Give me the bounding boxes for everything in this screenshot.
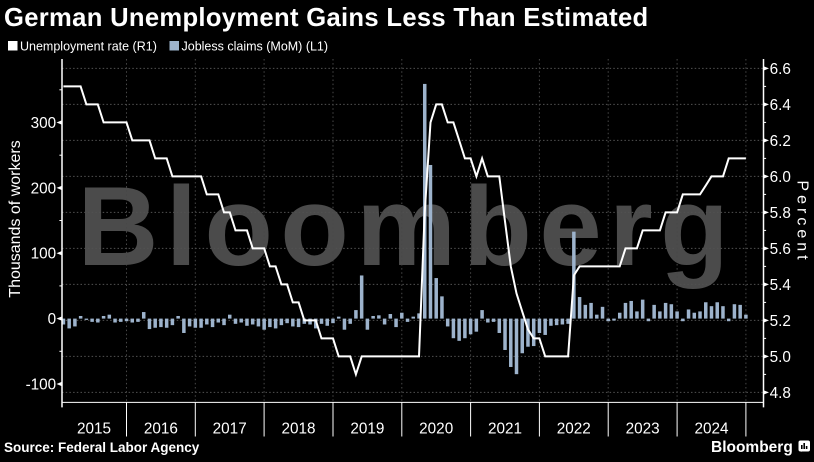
- svg-text:5.8: 5.8: [770, 205, 791, 222]
- svg-text:6.4: 6.4: [770, 97, 792, 114]
- svg-text:-100: -100: [26, 376, 57, 393]
- svg-text:Jobless claims (MoM) (L1): Jobless claims (MoM) (L1): [182, 40, 329, 54]
- svg-text:Bloomberg: Bloomberg: [78, 164, 737, 289]
- svg-text:100: 100: [31, 246, 57, 263]
- svg-text:6.0: 6.0: [770, 169, 791, 186]
- svg-text:Bloomberg: Bloomberg: [711, 439, 793, 456]
- svg-text:5.2: 5.2: [770, 313, 791, 330]
- svg-text:6.6: 6.6: [770, 61, 791, 78]
- svg-text:2020: 2020: [419, 421, 453, 438]
- svg-text:200: 200: [31, 180, 57, 197]
- svg-text:2017: 2017: [213, 421, 247, 438]
- svg-text:6.2: 6.2: [770, 133, 791, 150]
- svg-text:2015: 2015: [77, 421, 111, 438]
- svg-text:2022: 2022: [557, 421, 591, 438]
- svg-text:5.4: 5.4: [770, 277, 792, 294]
- svg-text:Percent: Percent: [794, 180, 811, 263]
- svg-text:Thousands of workers: Thousands of workers: [7, 140, 24, 297]
- svg-text:2023: 2023: [626, 421, 660, 438]
- svg-text:2019: 2019: [350, 421, 384, 438]
- svg-text:Source: Federal Labor Agency: Source: Federal Labor Agency: [4, 440, 200, 455]
- svg-text:0: 0: [48, 311, 57, 328]
- svg-text:300: 300: [31, 115, 57, 132]
- svg-text:2016: 2016: [144, 421, 178, 438]
- svg-text:2018: 2018: [281, 421, 315, 438]
- svg-text:2021: 2021: [488, 421, 522, 438]
- svg-text:4.8: 4.8: [770, 385, 791, 402]
- svg-text:5.6: 5.6: [770, 241, 791, 258]
- svg-text:5.0: 5.0: [770, 349, 791, 366]
- svg-text:2024: 2024: [694, 421, 729, 438]
- svg-text:Unemployment rate (R1): Unemployment rate (R1): [20, 40, 157, 54]
- svg-text:German Unemployment Gains Less: German Unemployment Gains Less Than Esti…: [4, 4, 648, 32]
